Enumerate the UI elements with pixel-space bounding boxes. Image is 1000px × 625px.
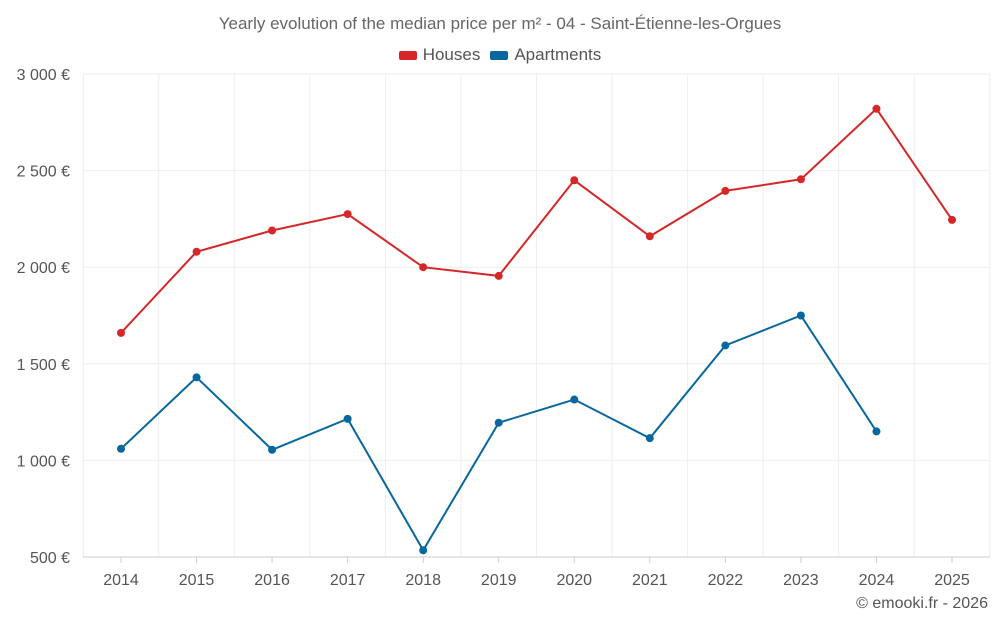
x-tick-label: 2021 [632, 572, 668, 589]
data-point-apartments [419, 546, 428, 555]
data-point-houses [570, 176, 579, 185]
y-tick-label: 2 500 € [17, 164, 70, 181]
x-tick-label: 2024 [859, 572, 895, 589]
data-point-houses [872, 104, 881, 113]
legend-label-apartments: Apartments [514, 45, 602, 64]
data-point-houses [343, 210, 352, 219]
data-point-houses [117, 328, 125, 337]
chart-title: Yearly evolution of the median price per… [218, 14, 782, 33]
x-tick-label: 2018 [405, 572, 441, 589]
series-line-houses [120, 107, 953, 334]
data-point-houses [268, 226, 277, 235]
x-tick-label: 2015 [179, 572, 215, 589]
legend-item-apartments[interactable]: Apartments [490, 45, 601, 65]
x-tick-label: 2020 [556, 572, 592, 589]
y-tick-label: 500 € [30, 550, 70, 567]
x-tick-label: 2022 [708, 572, 744, 589]
data-point-apartments [268, 445, 277, 454]
data-point-apartments [721, 341, 730, 350]
x-tick-label: 2017 [330, 572, 366, 589]
data-point-apartments [343, 414, 352, 423]
y-tick-label: 3 000 € [17, 67, 70, 84]
y-tick-label: 2 000 € [17, 260, 70, 277]
data-point-apartments [494, 418, 503, 427]
y-tick-label: 1 000 € [17, 453, 70, 470]
legend-swatch-apartments [490, 50, 509, 60]
data-point-apartments [872, 427, 881, 436]
data-point-houses [721, 186, 730, 195]
data-point-houses [645, 232, 654, 241]
data-point-apartments [117, 444, 125, 453]
data-point-apartments [645, 434, 654, 443]
x-tick-label: 2019 [481, 572, 517, 589]
data-point-houses [948, 215, 956, 224]
x-tick-label: 2025 [934, 572, 970, 589]
legend-swatch-houses [398, 50, 417, 60]
data-point-houses [419, 263, 428, 272]
x-tick-label: 2014 [103, 572, 139, 589]
legend-item-houses[interactable]: Houses [398, 45, 481, 65]
legend: Houses Apartments [0, 45, 1000, 65]
x-tick-label: 2023 [783, 572, 819, 589]
credit-text: © emooki.fr - 2026 [856, 595, 988, 612]
data-point-houses [494, 271, 503, 280]
data-point-houses [796, 175, 805, 184]
legend-label-houses: Houses [422, 45, 481, 64]
data-point-houses [192, 247, 201, 256]
data-point-apartments [796, 311, 805, 320]
data-point-apartments [192, 373, 201, 382]
x-tick-label: 2016 [254, 572, 290, 589]
y-tick-label: 1 500 € [17, 357, 70, 374]
data-point-apartments [570, 395, 579, 404]
